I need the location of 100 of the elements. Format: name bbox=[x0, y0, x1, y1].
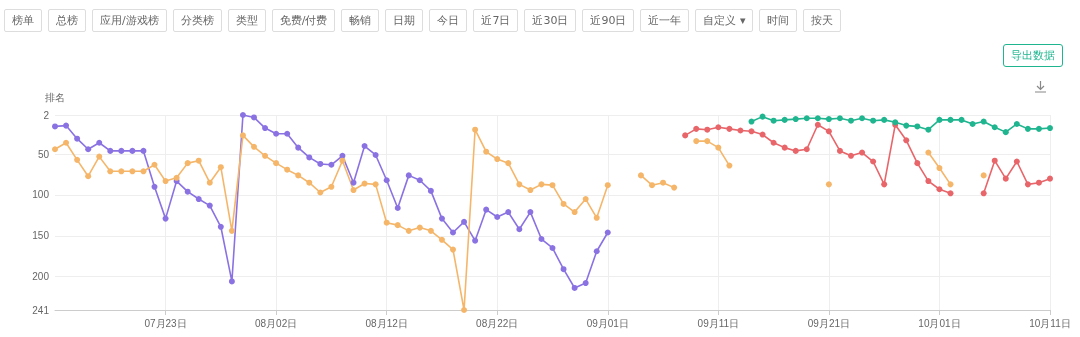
text: 类型 bbox=[227, 9, 266, 32]
x-tick-label: 07月23日 bbox=[144, 317, 187, 329]
point bbox=[1013, 120, 1020, 127]
point bbox=[162, 215, 169, 222]
point bbox=[350, 179, 357, 186]
y-tick-label: 50 bbox=[37, 148, 50, 160]
text: 日期 bbox=[385, 9, 424, 32]
text: 畅销 bbox=[341, 9, 380, 32]
point bbox=[483, 206, 490, 213]
point bbox=[903, 122, 910, 129]
point bbox=[859, 149, 866, 156]
point bbox=[383, 177, 390, 184]
point bbox=[1035, 125, 1042, 132]
point bbox=[394, 205, 401, 212]
point bbox=[228, 278, 235, 285]
point bbox=[1024, 181, 1031, 188]
point bbox=[881, 181, 888, 188]
point bbox=[726, 125, 733, 132]
text: 近30日 bbox=[524, 9, 577, 32]
point bbox=[836, 147, 843, 154]
point bbox=[317, 160, 324, 167]
text: 近一年 bbox=[640, 9, 690, 32]
text: 按天 bbox=[803, 9, 842, 32]
text: 榜单 bbox=[4, 9, 42, 32]
point bbox=[1002, 175, 1009, 182]
point bbox=[472, 237, 479, 244]
point bbox=[748, 118, 755, 125]
point bbox=[461, 218, 468, 225]
point bbox=[936, 186, 943, 193]
point bbox=[52, 123, 58, 130]
text: 今日 bbox=[429, 9, 468, 32]
y-tick-label: 150 bbox=[32, 230, 50, 242]
point bbox=[969, 120, 976, 127]
point bbox=[1047, 125, 1053, 132]
point bbox=[825, 116, 832, 123]
point bbox=[781, 144, 788, 151]
point bbox=[74, 135, 81, 142]
point bbox=[991, 157, 998, 164]
y-axis-title: 排名 bbox=[45, 91, 65, 105]
point bbox=[1024, 125, 1031, 132]
point bbox=[516, 226, 523, 233]
x-tick-label: 10月11日 bbox=[1029, 317, 1071, 329]
point bbox=[571, 284, 578, 291]
point bbox=[416, 177, 423, 184]
point bbox=[914, 160, 921, 167]
point bbox=[295, 144, 302, 151]
text: 总榜 bbox=[48, 9, 86, 32]
point bbox=[372, 151, 379, 158]
x-tick-label: 08月02日 bbox=[254, 317, 298, 329]
point bbox=[593, 248, 600, 255]
x-tick-label: 09月21日 bbox=[807, 317, 851, 329]
point bbox=[925, 126, 932, 133]
point bbox=[306, 154, 313, 161]
point bbox=[107, 147, 114, 154]
point bbox=[427, 187, 434, 194]
point bbox=[538, 236, 545, 243]
point bbox=[262, 125, 269, 132]
point bbox=[217, 223, 224, 230]
point bbox=[903, 137, 910, 144]
point bbox=[759, 113, 766, 120]
y-tick-label: 2 bbox=[43, 109, 50, 121]
point bbox=[604, 229, 611, 236]
point bbox=[803, 146, 810, 153]
y-tick-label: 241 bbox=[32, 304, 50, 316]
point bbox=[704, 126, 711, 133]
point bbox=[438, 215, 445, 222]
point bbox=[848, 117, 854, 124]
point bbox=[770, 117, 777, 124]
point bbox=[582, 280, 589, 287]
point bbox=[914, 123, 921, 130]
point bbox=[682, 132, 689, 139]
y-tick-label: 200 bbox=[32, 271, 50, 283]
point bbox=[129, 147, 136, 154]
point bbox=[206, 202, 213, 209]
point bbox=[251, 114, 257, 121]
text: 应用/游戏榜 bbox=[92, 9, 167, 32]
point bbox=[494, 213, 501, 220]
point bbox=[870, 117, 877, 124]
text: 自定义 ▾ bbox=[695, 9, 754, 32]
point bbox=[715, 124, 722, 131]
point bbox=[958, 116, 965, 123]
text: 近90日 bbox=[582, 9, 635, 32]
point bbox=[759, 131, 766, 138]
x-tick-label: 08月12日 bbox=[365, 317, 408, 329]
point bbox=[881, 116, 888, 123]
point bbox=[814, 121, 821, 128]
point bbox=[328, 161, 335, 168]
point bbox=[450, 229, 456, 236]
point bbox=[140, 147, 147, 154]
point bbox=[1013, 158, 1020, 165]
point bbox=[195, 196, 202, 203]
x-tick-label: 09月01日 bbox=[586, 317, 629, 329]
point bbox=[991, 124, 998, 131]
point bbox=[527, 209, 534, 216]
point bbox=[1002, 129, 1009, 136]
point bbox=[936, 116, 943, 123]
point bbox=[1035, 179, 1042, 186]
point bbox=[63, 122, 70, 129]
text: 免费/付费 bbox=[271, 9, 336, 32]
text: 时间 bbox=[759, 9, 798, 32]
